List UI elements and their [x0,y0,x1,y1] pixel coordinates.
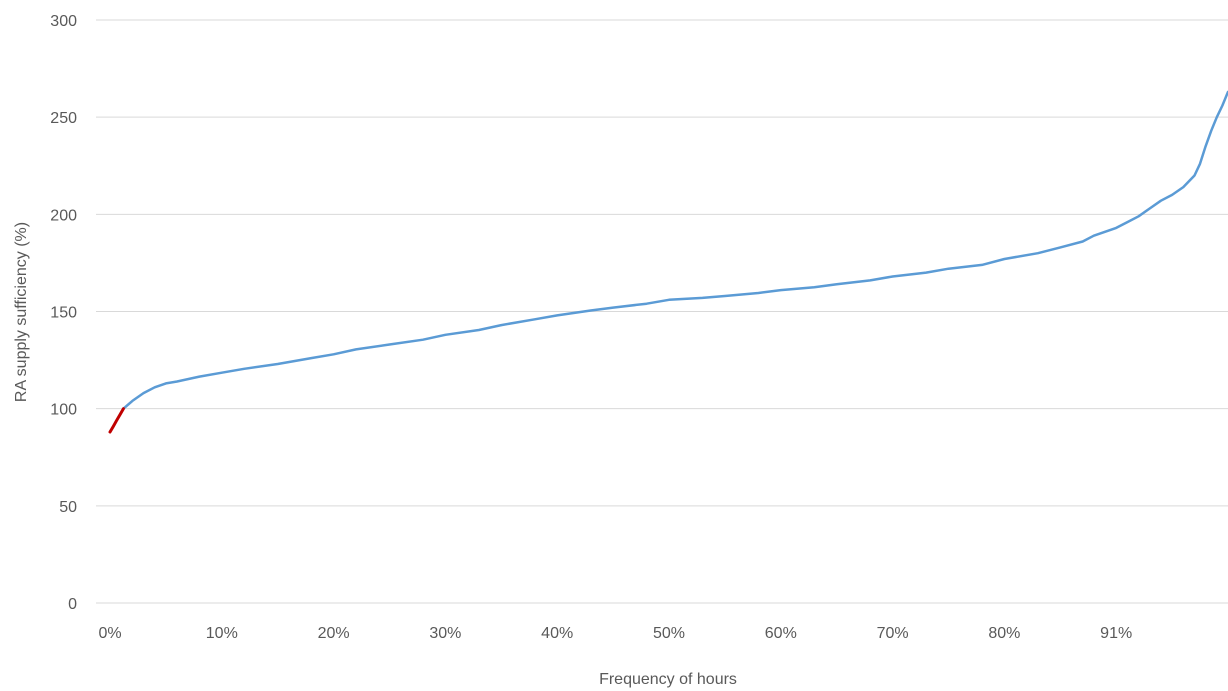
y-tick-label: 100 [50,402,77,419]
x-tick-label: 10% [206,625,238,642]
series-lines [108,90,1228,434]
x-tick-label: 60% [765,625,797,642]
y-tick-label: 150 [50,305,77,322]
x-axis-ticks: 0% 10% 20% 30% 40% 50% 60% 70% 80% 91% [98,625,1132,642]
y-tick-label: 200 [50,207,77,224]
y-tick-label: 0 [68,596,77,613]
x-tick-label: 40% [541,625,573,642]
x-tick-label: 30% [429,625,461,642]
y-axis-ticks: 0 50 100 150 200 250 300 [50,13,77,613]
x-tick-label: 91% [1100,625,1132,642]
series-line-main [122,90,1228,410]
x-tick-label: 20% [318,625,350,642]
y-tick-label: 300 [50,13,77,30]
series-line-below-100 [108,407,125,434]
y-axis-title: RA supply sufficiency (%) [13,222,30,402]
x-tick-label: 50% [653,625,685,642]
x-tick-label: 70% [877,625,909,642]
grid [96,19,1228,604]
x-axis-title: Frequency of hours [599,671,737,688]
y-tick-label: 50 [59,499,77,516]
x-tick-label: 80% [988,625,1020,642]
y-tick-label: 250 [50,110,77,127]
x-tick-label: 0% [98,625,121,642]
